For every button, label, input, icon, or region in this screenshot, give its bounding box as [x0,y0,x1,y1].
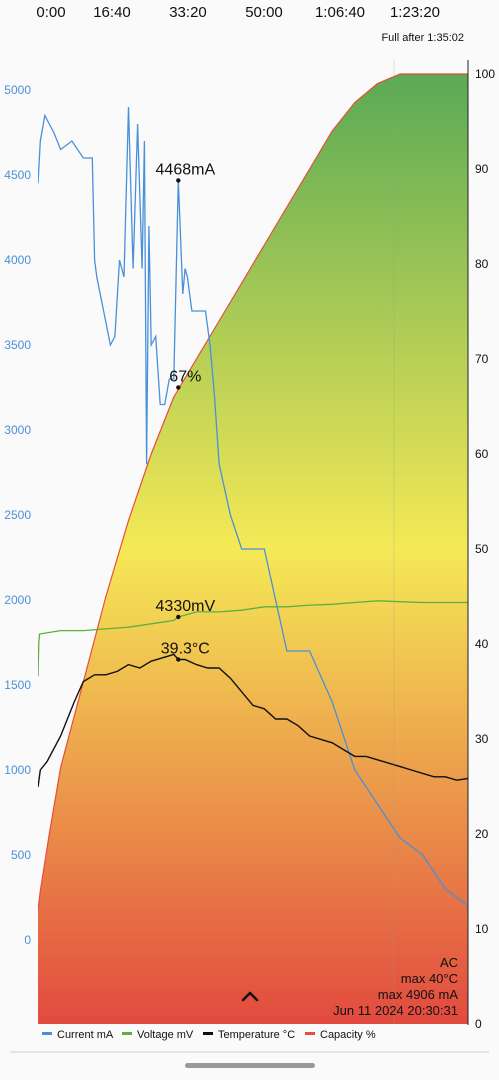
left-axis-tick: 2000 [4,593,31,607]
timestamp-label: Jun 11 2024 20:30:31 [333,1003,458,1018]
right-axis-tick: 70 [475,352,489,366]
max-temp-label: max 40°C [401,971,458,986]
full-after-label: Full after 1:35:02 [381,32,464,44]
legend-item-temperature: Temperature °C [203,1029,295,1041]
right-axis-tick: 40 [475,637,489,651]
temperature-marker-label: 39.3°C [161,641,210,658]
right-axis-tick: 10 [475,922,489,936]
left-axis-tick: 1500 [4,678,31,692]
left-axis-tick: 3500 [4,338,31,352]
legend-label: Capacity % [320,1029,376,1041]
current-marker: 4468mA [156,161,216,183]
source-label: AC [440,955,458,970]
time-tick: 50:00 [245,4,283,21]
current-line [38,106,468,907]
time-tick: 1:06:40 [315,4,365,21]
right-axis-tick: 50 [475,542,489,556]
top-time-axis: 0:00 16:40 33:20 50:00 1:06:40 1:23:20 [36,4,440,21]
temperature-marker: 39.3°C [161,641,210,662]
time-tick: 1:23:20 [390,4,440,21]
legend-item-voltage: Voltage mV [122,1029,194,1041]
legend-label: Voltage mV [137,1029,194,1041]
max-current-label: max 4906 mA [378,987,459,1002]
legend-label: Current mA [57,1029,114,1041]
left-axis-tick: 4500 [4,168,31,182]
left-axis-tick: 5000 [4,83,31,97]
left-axis-tick: 2500 [4,508,31,522]
right-axis-tick: 80 [475,257,489,271]
left-axis-tick: 500 [11,848,31,862]
left-axis-tick: 0 [24,933,31,947]
current-marker-label: 4468mA [156,161,216,178]
voltage-line [38,600,468,677]
right-axis-tick: 20 [475,827,489,841]
right-axis-tick: 90 [475,162,489,176]
legend-label: Temperature °C [218,1029,295,1041]
right-axis-tick: 30 [475,732,489,746]
chevron-up-icon[interactable] [241,991,259,1002]
time-tick: 16:40 [93,4,131,21]
voltage-marker-label: 4330mV [156,598,216,615]
right-axis-tick: 60 [475,447,489,461]
legend: Current mA Voltage mV Temperature °C Cap… [42,1029,376,1041]
left-axis-tick: 4000 [4,253,31,267]
right-axis-tick: 0 [475,1017,482,1031]
home-indicator[interactable] [185,1063,315,1068]
left-axis-tick: 3000 [4,423,31,437]
left-axis-tick: 1000 [4,763,31,777]
time-tick: 0:00 [36,4,65,21]
temperature-line [38,653,468,788]
voltage-marker: 4330mV [156,598,216,620]
capacity-marker: 67% [169,369,201,390]
right-axis-tick: 100 [475,67,495,81]
capacity-marker-label: 67% [169,369,201,386]
time-tick: 33:20 [169,4,207,21]
info-box: AC max 40°C max 4906 mA Jun 11 2024 20:3… [333,955,458,1018]
capacity-line [38,73,468,911]
right-axis: 0 10 20 30 40 50 60 70 80 90 100 [475,67,495,1031]
legend-item-capacity: Capacity % [305,1029,376,1041]
left-axis: 0 500 1000 1500 2000 2500 3000 3500 4000 4500 5000 [4,83,31,947]
legend-item-current: Current mA [42,1029,114,1041]
